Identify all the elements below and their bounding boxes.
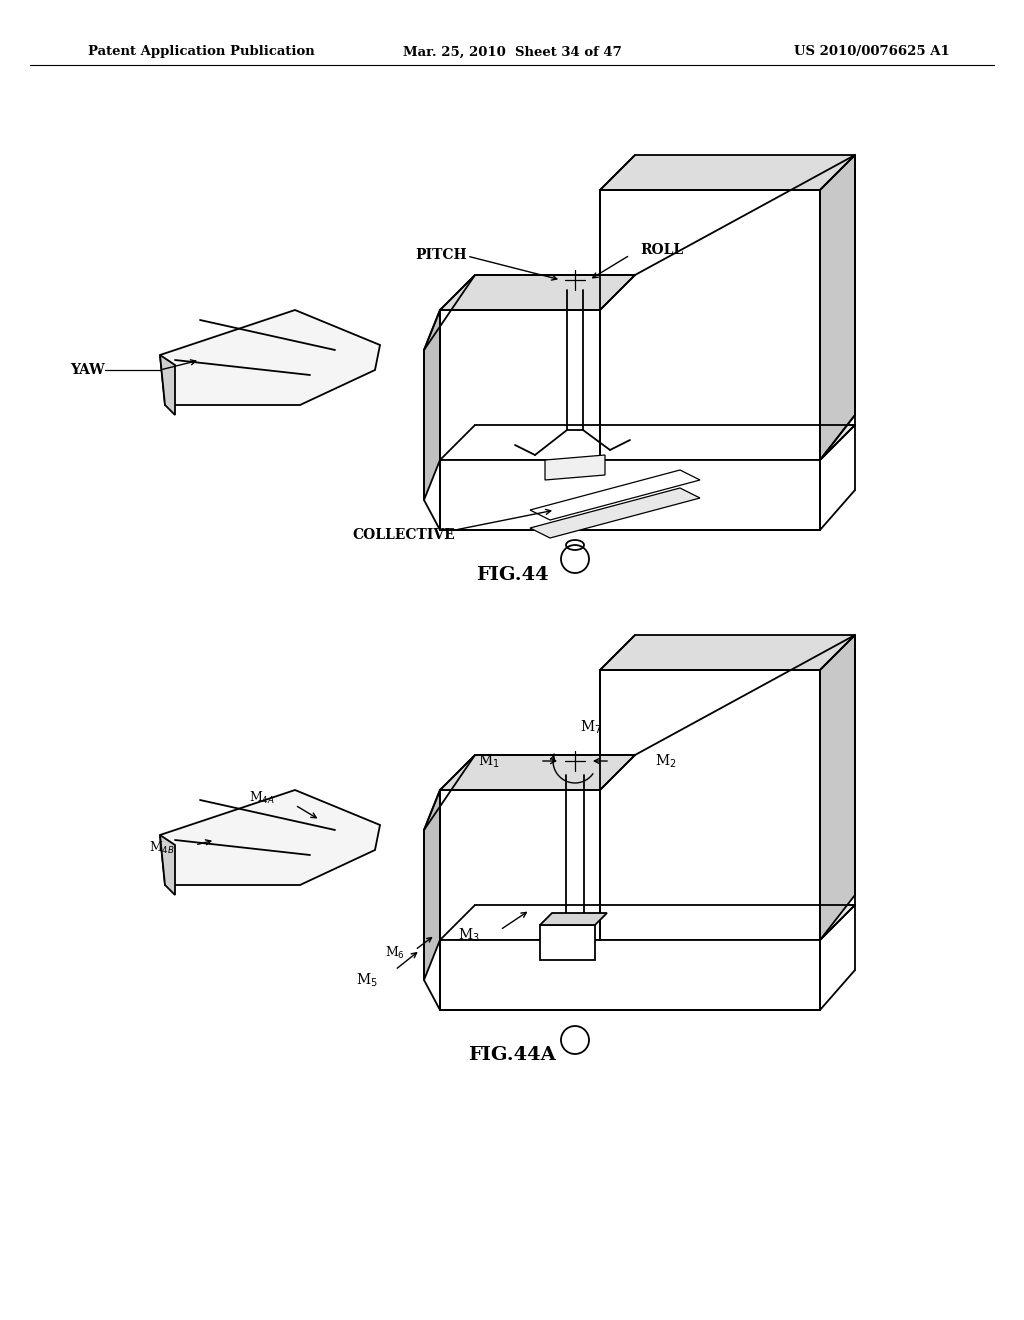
Text: ROLL: ROLL (640, 243, 683, 257)
Polygon shape (440, 906, 855, 940)
Text: US 2010/0076625 A1: US 2010/0076625 A1 (795, 45, 950, 58)
Polygon shape (530, 488, 700, 539)
Polygon shape (440, 755, 635, 789)
Text: Patent Application Publication: Patent Application Publication (88, 45, 314, 58)
Text: FIG.44: FIG.44 (476, 566, 548, 583)
Polygon shape (820, 154, 855, 459)
Text: M$_6$: M$_6$ (385, 945, 406, 961)
Text: COLLECTIVE: COLLECTIVE (352, 528, 455, 543)
Polygon shape (160, 355, 175, 414)
Polygon shape (160, 836, 175, 895)
Polygon shape (424, 789, 440, 979)
Polygon shape (440, 789, 600, 940)
Text: YAW: YAW (71, 363, 105, 378)
Text: M$_7$: M$_7$ (580, 718, 602, 735)
Polygon shape (440, 310, 600, 459)
Polygon shape (440, 425, 855, 459)
Text: M$_1$: M$_1$ (478, 752, 500, 770)
Polygon shape (600, 635, 855, 671)
Text: PITCH: PITCH (416, 248, 467, 261)
Polygon shape (545, 455, 605, 480)
Text: M$_{4A}$: M$_{4A}$ (249, 789, 275, 807)
Text: M$_5$: M$_5$ (356, 972, 378, 989)
Polygon shape (540, 925, 595, 960)
Polygon shape (540, 913, 607, 925)
Text: M$_2$: M$_2$ (655, 752, 677, 770)
Polygon shape (440, 275, 635, 310)
Polygon shape (600, 190, 820, 459)
Polygon shape (160, 310, 380, 405)
Polygon shape (424, 310, 440, 500)
Text: Mar. 25, 2010  Sheet 34 of 47: Mar. 25, 2010 Sheet 34 of 47 (402, 45, 622, 58)
Polygon shape (600, 154, 855, 190)
Polygon shape (600, 671, 820, 940)
Text: FIG.44A: FIG.44A (468, 1045, 556, 1064)
Polygon shape (820, 635, 855, 940)
Polygon shape (440, 940, 820, 1010)
Polygon shape (530, 470, 700, 520)
Polygon shape (160, 789, 380, 884)
Polygon shape (440, 459, 820, 531)
Text: M$_3$: M$_3$ (459, 927, 480, 944)
Text: M$_{4B}$: M$_{4B}$ (150, 840, 175, 857)
